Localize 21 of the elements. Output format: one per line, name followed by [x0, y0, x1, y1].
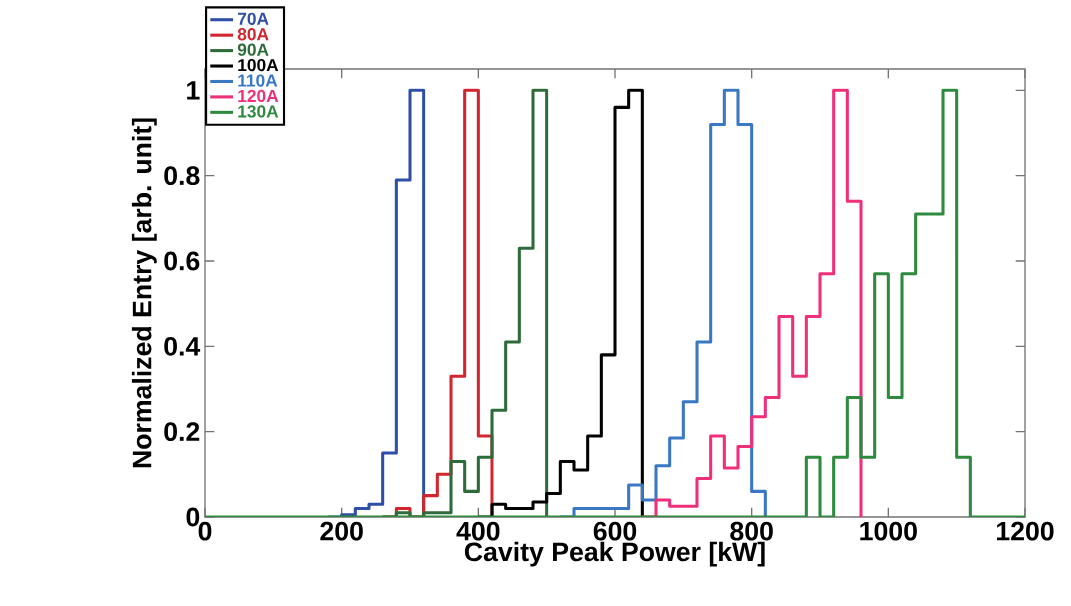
x-tick-label: 400 — [456, 521, 500, 541]
legend-label: 120A — [238, 89, 279, 103]
x-tick-label: 600 — [593, 521, 637, 541]
y-axis-title: Normalized Entry [arb. unit] — [131, 118, 157, 468]
y-tick-label: 0.2 — [164, 422, 200, 442]
x-tick-label: 800 — [730, 521, 773, 541]
x-tick-label: 200 — [320, 521, 363, 541]
legend-label: 70A — [237, 12, 269, 25]
y-tick-label: 0 — [186, 507, 200, 527]
y-tick-label: 0.8 — [164, 166, 200, 186]
y-tick-label: 0.4 — [164, 336, 201, 356]
y-tick-label: 1 — [187, 81, 200, 100]
legend-label: 90A — [237, 43, 269, 56]
legend-label: 130A — [238, 105, 279, 118]
y-tick-label: 0.6 — [164, 251, 200, 271]
legend-label: 100A — [238, 58, 279, 72]
legend-label: 80A — [237, 28, 269, 41]
x-tick-label: 1200 — [997, 521, 1054, 541]
legend-label: 110A — [238, 74, 278, 87]
x-tick-label: 1000 — [860, 521, 917, 541]
x-axis-title: Cavity Peak Power [kW] — [464, 541, 765, 567]
